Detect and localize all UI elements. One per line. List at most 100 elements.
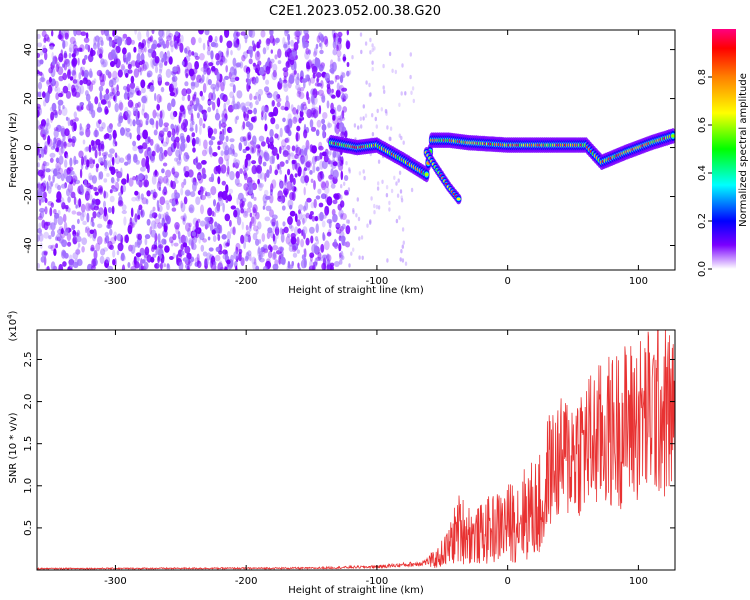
- heatmap-cell: [286, 181, 293, 191]
- heatmap-cell: [165, 30, 171, 39]
- heatmap-cell: [76, 104, 79, 111]
- heatmap-cell: [110, 92, 116, 100]
- heatmap-cell: [120, 127, 125, 136]
- heatmap-cell: [371, 43, 374, 48]
- heatmap-cell: [184, 68, 188, 74]
- heatmap-cell: [296, 249, 300, 254]
- heatmap-cell: [58, 92, 63, 98]
- heatmap-cell: [212, 235, 217, 242]
- heatmap-cell: [169, 236, 174, 244]
- snr-panel: -300 -200 -100 0 100 0.51.01.52.02.5 Height …: [6, 310, 676, 596]
- heatmap-cell: [37, 191, 43, 201]
- heatmap-cell: [310, 178, 314, 183]
- heatmap-cell: [82, 220, 87, 226]
- heatmap-cell: [121, 204, 127, 211]
- heatmap-cell: [304, 175, 310, 184]
- heatmap-cell: [221, 113, 225, 119]
- heatmap-cell: [337, 115, 342, 121]
- heatmap-cell: [73, 47, 78, 54]
- heatmap-cell: [100, 248, 106, 256]
- heatmap-cell: [252, 204, 258, 214]
- heatmap-cell: [318, 105, 322, 115]
- heatmap-cell: [292, 116, 298, 125]
- heatmap-cell: [73, 79, 79, 88]
- heatmap-cell: [73, 155, 77, 166]
- heatmap-cell: [348, 169, 351, 174]
- heatmap-cell: [78, 198, 82, 208]
- heatmap-cell: [301, 78, 308, 83]
- heatmap-cell: [82, 155, 87, 166]
- x-tick-label: 100: [629, 276, 648, 287]
- heatmap-cell: [157, 222, 163, 229]
- heatmap-cell: [369, 50, 372, 55]
- heatmap-cell: [293, 177, 296, 186]
- heatmap-cell: [300, 156, 305, 165]
- heatmap-cell: [98, 172, 101, 181]
- heatmap-cell: [170, 44, 174, 53]
- heatmap-cell: [98, 85, 104, 92]
- heatmap-cell: [39, 77, 46, 83]
- heatmap-cell: [334, 123, 337, 133]
- x-tick-label: -300: [104, 276, 127, 287]
- heatmap-cell: [162, 43, 167, 49]
- heatmap-cell: [332, 161, 338, 167]
- heatmap-cell: [167, 102, 172, 112]
- heatmap-cell: [269, 155, 275, 165]
- heatmap-cell: [224, 30, 230, 38]
- heatmap-cell: [140, 210, 143, 216]
- heatmap-cell: [85, 202, 91, 212]
- heatmap-cell: [202, 42, 206, 51]
- heatmap-cell: [347, 187, 351, 192]
- heatmap-cell: [324, 186, 330, 195]
- heatmap-cell: [124, 127, 128, 137]
- heatmap-cell: [85, 93, 91, 102]
- heatmap-cell: [297, 104, 301, 112]
- heatmap-cell: [258, 39, 262, 45]
- heatmap-cell: [93, 36, 97, 46]
- heatmap-cell: [303, 257, 307, 268]
- heatmap-cell: [268, 61, 273, 69]
- heatmap-cell: [208, 92, 214, 101]
- heatmap-cell: [282, 43, 288, 49]
- heatmap-cell: [214, 35, 218, 43]
- heatmap-cell: [50, 202, 54, 208]
- heatmap-cell: [112, 70, 118, 81]
- heatmap-cell: [207, 106, 212, 113]
- heatmap-cell: [279, 227, 283, 235]
- heatmap-cell: [48, 67, 54, 74]
- heatmap-cell: [226, 40, 233, 49]
- heatmap-cell: [235, 265, 238, 270]
- heatmap-cell: [340, 131, 345, 139]
- heatmap-cell: [290, 39, 295, 47]
- heatmap-cell: [121, 178, 127, 185]
- heatmap-cell: [266, 169, 270, 179]
- heatmap-cell: [184, 245, 191, 254]
- heatmap-cell: [112, 30, 117, 35]
- heatmap-cell: [184, 81, 189, 87]
- heatmap-cell: [221, 117, 227, 124]
- heatmap-cell: [71, 175, 78, 182]
- heatmap-cell: [47, 93, 51, 99]
- heatmap-cell: [185, 88, 192, 95]
- heatmap-cell: [199, 90, 203, 97]
- heatmap-cell: [218, 156, 224, 165]
- heatmap-cell: [68, 258, 74, 269]
- heatmap-cell: [156, 104, 160, 111]
- heatmap-cell: [154, 244, 158, 250]
- snr-x-label: Height of straight line (km): [288, 585, 424, 596]
- heatmap-cell: [141, 157, 147, 168]
- heatmap-cell: [287, 233, 290, 238]
- heatmap-cell: [233, 103, 239, 110]
- heatmap-cell: [176, 254, 179, 263]
- heatmap-cell: [110, 60, 115, 68]
- heatmap-cell: [314, 82, 321, 87]
- heatmap-cell: [151, 212, 158, 219]
- heatmap-cell: [65, 116, 69, 121]
- heatmap-cell: [126, 173, 129, 184]
- heatmap-cell: [291, 191, 296, 202]
- heatmap-cell: [262, 47, 267, 55]
- heatmap-cell: [242, 136, 247, 142]
- heatmap-cell: [37, 142, 40, 148]
- heatmap-cell: [42, 91, 46, 98]
- heatmap-cell: [247, 250, 252, 257]
